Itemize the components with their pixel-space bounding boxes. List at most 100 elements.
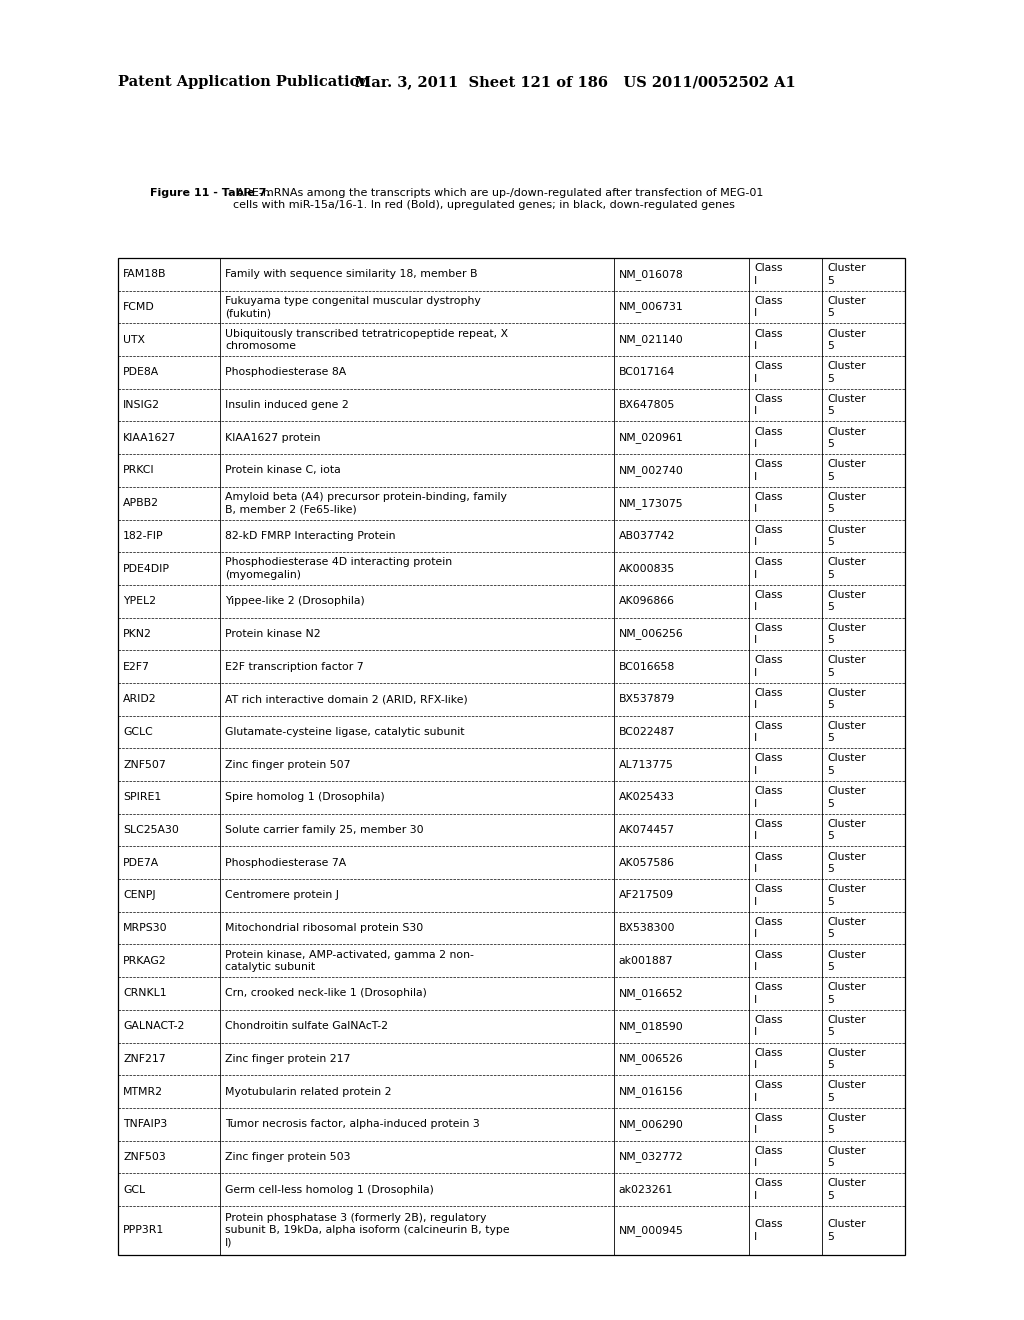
Text: Cluster
5: Cluster 5	[827, 1015, 866, 1038]
Text: Cluster
5: Cluster 5	[827, 459, 866, 482]
Text: E2F7: E2F7	[123, 661, 150, 672]
Text: Class
I: Class I	[754, 949, 782, 972]
Text: PDE7A: PDE7A	[123, 858, 160, 867]
Text: Class
I: Class I	[754, 426, 782, 449]
Text: Figure 11 - Table 7.: Figure 11 - Table 7.	[150, 187, 270, 198]
Text: Yippee-like 2 (Drosophila): Yippee-like 2 (Drosophila)	[225, 597, 366, 606]
Text: Cluster
5: Cluster 5	[827, 492, 866, 515]
Text: Germ cell-less homolog 1 (Drosophila): Germ cell-less homolog 1 (Drosophila)	[225, 1184, 434, 1195]
Text: Cluster
5: Cluster 5	[827, 623, 866, 645]
Text: Cluster
5: Cluster 5	[827, 851, 866, 874]
Text: Cluster
5: Cluster 5	[827, 754, 866, 776]
Text: Cluster
5: Cluster 5	[827, 1113, 866, 1135]
Text: Centromere protein J: Centromere protein J	[225, 891, 339, 900]
Text: Class
I: Class I	[754, 329, 782, 351]
Text: BX538300: BX538300	[618, 923, 675, 933]
Text: NM_020961: NM_020961	[618, 433, 684, 444]
Text: Mitochondrial ribosomal protein S30: Mitochondrial ribosomal protein S30	[225, 923, 424, 933]
Text: Ubiquitously transcribed tetratricopeptide repeat, X
chromosome: Ubiquitously transcribed tetratricopepti…	[225, 329, 509, 351]
Text: PDE4DIP: PDE4DIP	[123, 564, 170, 574]
Text: ZNF503: ZNF503	[123, 1152, 166, 1162]
Text: Family with sequence similarity 18, member B: Family with sequence similarity 18, memb…	[225, 269, 478, 280]
Text: ZNF217: ZNF217	[123, 1053, 166, 1064]
Text: Cluster
5: Cluster 5	[827, 296, 866, 318]
Text: INSIG2: INSIG2	[123, 400, 160, 411]
Text: NM_021140: NM_021140	[618, 334, 684, 345]
Text: AK096866: AK096866	[618, 597, 675, 606]
Text: Zinc finger protein 507: Zinc finger protein 507	[225, 760, 351, 770]
Text: Mar. 3, 2011  Sheet 121 of 186   US 2011/0052502 A1: Mar. 3, 2011 Sheet 121 of 186 US 2011/00…	[355, 75, 796, 88]
Text: Class
I: Class I	[754, 884, 782, 907]
Text: Cluster
5: Cluster 5	[827, 557, 866, 579]
Text: PPP3R1: PPP3R1	[123, 1225, 164, 1236]
Text: GALNACT-2: GALNACT-2	[123, 1022, 184, 1031]
Text: Class
I: Class I	[754, 1220, 782, 1242]
Text: PKN2: PKN2	[123, 628, 152, 639]
Text: AK000835: AK000835	[618, 564, 675, 574]
Text: NM_006290: NM_006290	[618, 1119, 684, 1130]
Text: Cluster
5: Cluster 5	[827, 524, 866, 546]
Text: AT rich interactive domain 2 (ARID, RFX-like): AT rich interactive domain 2 (ARID, RFX-…	[225, 694, 468, 705]
Text: E2F transcription factor 7: E2F transcription factor 7	[225, 661, 364, 672]
Text: Class
I: Class I	[754, 688, 782, 710]
Text: Phosphodiesterase 4D interacting protein
(myomegalin): Phosphodiesterase 4D interacting protein…	[225, 557, 453, 579]
Text: Zinc finger protein 217: Zinc finger protein 217	[225, 1053, 350, 1064]
Text: Myotubularin related protein 2: Myotubularin related protein 2	[225, 1086, 392, 1097]
Text: Cluster
5: Cluster 5	[827, 884, 866, 907]
Text: Class
I: Class I	[754, 1080, 782, 1102]
Text: FCMD: FCMD	[123, 302, 155, 312]
Text: Cluster
5: Cluster 5	[827, 917, 866, 940]
Text: NM_018590: NM_018590	[618, 1020, 684, 1032]
Text: ARE-mRNAs among the transcripts which are up-/down-regulated after transfection : ARE-mRNAs among the transcripts which ar…	[233, 187, 763, 210]
Bar	[118, 257, 905, 1255]
Text: Class
I: Class I	[754, 1113, 782, 1135]
Text: Protein kinase N2: Protein kinase N2	[225, 628, 321, 639]
Text: CRNKL1: CRNKL1	[123, 989, 167, 998]
Text: Cluster
5: Cluster 5	[827, 590, 866, 612]
Text: TNFAIP3: TNFAIP3	[123, 1119, 167, 1129]
Text: GCL: GCL	[123, 1184, 145, 1195]
Text: BC016658: BC016658	[618, 661, 675, 672]
Text: Cluster
5: Cluster 5	[827, 1179, 866, 1201]
Text: CENPJ: CENPJ	[123, 891, 156, 900]
Text: ARID2: ARID2	[123, 694, 157, 705]
Text: Cluster
5: Cluster 5	[827, 263, 866, 285]
Text: 82-kD FMRP Interacting Protein: 82-kD FMRP Interacting Protein	[225, 531, 396, 541]
Text: Class
I: Class I	[754, 590, 782, 612]
Text: Cluster
5: Cluster 5	[827, 787, 866, 809]
Text: Cluster
5: Cluster 5	[827, 393, 866, 416]
Text: Class
I: Class I	[754, 1048, 782, 1071]
Text: Cluster
5: Cluster 5	[827, 1080, 866, 1102]
Text: Class
I: Class I	[754, 362, 782, 384]
Text: YPEL2: YPEL2	[123, 597, 156, 606]
Text: Protein kinase, AMP-activated, gamma 2 non-
catalytic subunit: Protein kinase, AMP-activated, gamma 2 n…	[225, 949, 474, 972]
Text: Cluster
5: Cluster 5	[827, 1048, 866, 1071]
Text: Cluster
5: Cluster 5	[827, 818, 866, 841]
Text: Zinc finger protein 503: Zinc finger protein 503	[225, 1152, 351, 1162]
Text: AB037742: AB037742	[618, 531, 675, 541]
Text: AL713775: AL713775	[618, 760, 674, 770]
Text: Crn, crooked neck-like 1 (Drosophila): Crn, crooked neck-like 1 (Drosophila)	[225, 989, 427, 998]
Text: Tumor necrosis factor, alpha-induced protein 3: Tumor necrosis factor, alpha-induced pro…	[225, 1119, 480, 1129]
Text: Class
I: Class I	[754, 459, 782, 482]
Text: AK057586: AK057586	[618, 858, 675, 867]
Text: Class
I: Class I	[754, 787, 782, 809]
Text: Class
I: Class I	[754, 623, 782, 645]
Text: Solute carrier family 25, member 30: Solute carrier family 25, member 30	[225, 825, 424, 836]
Text: Class
I: Class I	[754, 1179, 782, 1201]
Text: NM_016652: NM_016652	[618, 989, 683, 999]
Text: GCLC: GCLC	[123, 727, 153, 737]
Text: Fukuyama type congenital muscular dystrophy
(fukutin): Fukuyama type congenital muscular dystro…	[225, 296, 481, 318]
Text: Class
I: Class I	[754, 524, 782, 546]
Text: SPIRE1: SPIRE1	[123, 792, 161, 803]
Text: Cluster
5: Cluster 5	[827, 982, 866, 1005]
Text: Cluster
5: Cluster 5	[827, 949, 866, 972]
Text: NM_006526: NM_006526	[618, 1053, 684, 1064]
Text: BX537879: BX537879	[618, 694, 675, 705]
Text: AF217509: AF217509	[618, 891, 674, 900]
Text: NM_032772: NM_032772	[618, 1151, 683, 1163]
Text: Amyloid beta (A4) precursor protein-binding, family
B, member 2 (Fe65-like): Amyloid beta (A4) precursor protein-bind…	[225, 492, 507, 515]
Text: BC022487: BC022487	[618, 727, 675, 737]
Text: Class
I: Class I	[754, 1015, 782, 1038]
Text: ZNF507: ZNF507	[123, 760, 166, 770]
